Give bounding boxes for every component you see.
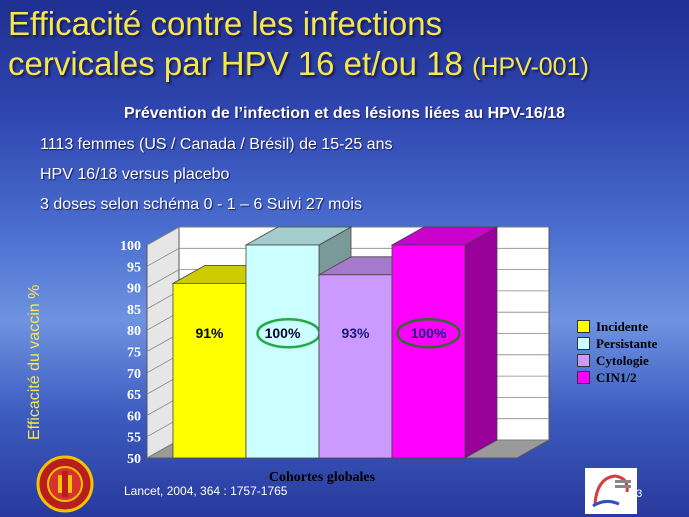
bar-side: [464, 226, 498, 459]
legend-item: Cytologie: [577, 352, 657, 369]
partner-logo-icon: [585, 468, 637, 514]
study-code: (HPV-001): [472, 53, 589, 81]
data-label: 100%: [411, 325, 447, 341]
chart-legend: Incidente Persistante Cytologie CIN1/2: [577, 318, 657, 386]
y-tick-label: 65: [127, 388, 141, 403]
title-line-2-text: cervicales par HPV 16 et/ou 18: [8, 45, 463, 82]
legend-label: Incidente: [596, 318, 648, 334]
bar-cytologie: [318, 274, 393, 459]
title-line-1: Efficacité contre les infections: [8, 5, 443, 42]
legend-swatch: [577, 320, 590, 333]
legend-swatch: [577, 371, 590, 384]
info-line-comparison: HPV 16/18 versus placebo: [40, 166, 230, 183]
y-tick-label: 95: [127, 260, 141, 275]
y-tick-label: 80: [127, 324, 141, 339]
legend-label: CIN1/2: [596, 369, 637, 385]
info-line-population: 1113 femmes (US / Canada / Brésil) de 15…: [40, 136, 393, 153]
data-label: 91%: [195, 325, 224, 341]
y-tick-label: 50: [127, 452, 141, 467]
bar-cin1-2: [391, 244, 466, 459]
x-axis-label: Cohortes globales: [269, 470, 376, 485]
y-tick-label: 75: [127, 346, 141, 361]
highlight-circle: [396, 317, 461, 349]
y-tick-label: 55: [127, 431, 141, 446]
slide-subtitle: Prévention de l’infection et des lésions…: [123, 105, 566, 122]
legend-label: Persistante: [596, 335, 658, 351]
legend-item: CIN1/2: [577, 369, 657, 386]
bar-incidente: [172, 282, 247, 459]
citation: Lancet, 2004, 364 : 1757-1765: [124, 484, 288, 498]
info-line-schedule: 3 doses selon schéma 0 - 1 – 6 Suivi 27 …: [40, 196, 362, 213]
legend-label: Cytologie: [596, 352, 649, 368]
y-tick-label: 90: [127, 282, 141, 297]
legend-item: Persistante: [577, 335, 657, 352]
slide-title: Efficacité contre les infections cervica…: [8, 4, 688, 87]
institution-seal-icon: [36, 455, 94, 513]
legend-swatch: [577, 337, 590, 350]
y-tick-label: 100: [120, 239, 141, 254]
y-tick-label: 70: [127, 367, 141, 382]
y-tick-label: 85: [127, 303, 141, 318]
data-label: 93%: [341, 325, 370, 341]
legend-item: Incidente: [577, 318, 657, 335]
data-label: 100%: [265, 325, 301, 341]
bar-persistante: [245, 244, 320, 459]
title-line-2: cervicales par HPV 16 et/ou 18 (HPV-001): [8, 44, 688, 87]
y-tick-label: 60: [127, 409, 141, 424]
legend-swatch: [577, 354, 590, 367]
